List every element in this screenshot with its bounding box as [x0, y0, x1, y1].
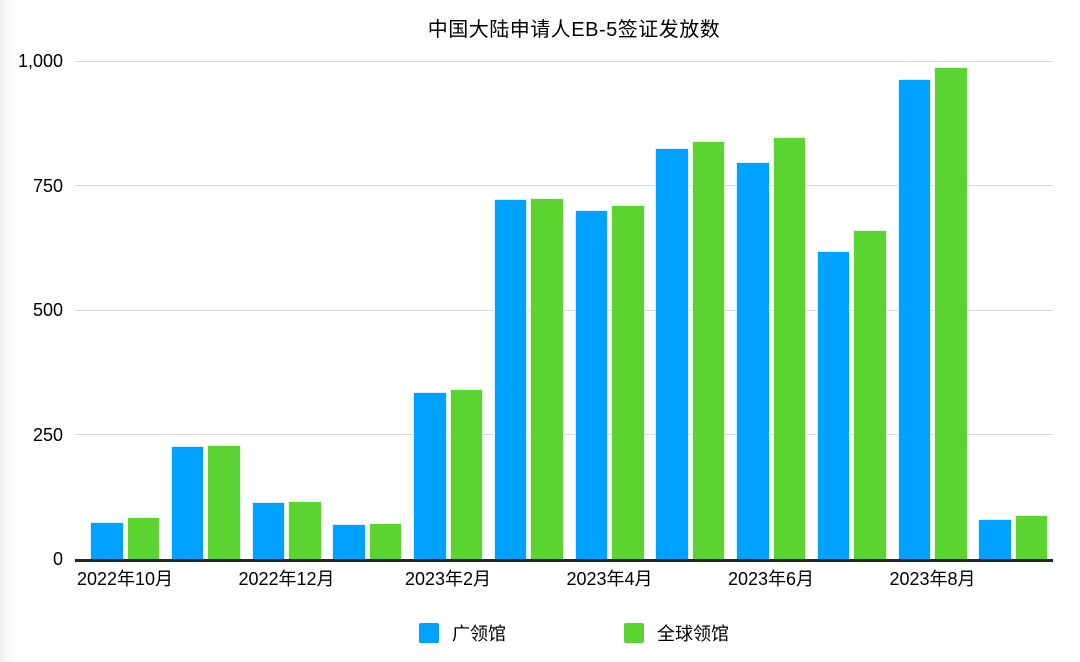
bar-series0-cat0	[90, 521, 124, 559]
bar-series0-cat5	[493, 199, 528, 559]
bar-series0-cat11	[978, 518, 1012, 559]
bar-series1-cat5	[530, 197, 564, 559]
y-tick-label-750: 750	[32, 175, 63, 196]
y-tick-label-0: 0	[52, 549, 63, 569]
gridline-1000	[75, 60, 1053, 62]
x-tick-label-8: 2023年6月	[727, 569, 815, 589]
bar-series1-cat1	[207, 445, 241, 559]
x-tick-label-4: 2023年2月	[404, 569, 492, 589]
bar-series0-cat1	[170, 446, 205, 559]
x-tick-label-0: 2022年10月	[76, 569, 174, 589]
plot-area	[75, 60, 1053, 562]
bar-series0-cat10	[897, 78, 931, 559]
bar-series1-cat6	[611, 204, 645, 559]
bar-series0-cat9	[816, 251, 851, 559]
gridline-250	[75, 434, 1053, 435]
legend-label: 全球领馆	[657, 624, 729, 644]
bar-series1-cat2	[288, 500, 322, 559]
bar-series1-cat4	[449, 389, 483, 559]
x-axis-line	[75, 559, 1053, 562]
legend-entry-1: 全球领馆	[624, 620, 729, 646]
y-tick-label-1000: 1,000	[17, 51, 63, 71]
legend-label: 广领馆	[452, 624, 506, 644]
bar-series1-cat8	[772, 136, 806, 559]
y-tick-label-500: 500	[32, 300, 63, 320]
bar-series0-cat8	[736, 161, 770, 559]
legend: 广领馆 全球领馆	[88, 620, 1060, 646]
bar-series1-cat7	[691, 140, 726, 559]
bar-series1-cat11	[1014, 514, 1049, 559]
gridline-750	[75, 185, 1053, 186]
bar-series1-cat10	[934, 66, 968, 559]
gridline-500	[75, 309, 1053, 311]
bar-series1-cat3	[368, 523, 403, 559]
bar-series0-cat6	[574, 209, 608, 559]
bar-series1-cat9	[853, 230, 887, 559]
chart-title: 中国大陆申请人EB-5签证发放数	[427, 19, 721, 41]
x-tick-label-6: 2023年4月	[566, 569, 653, 589]
x-tick-label-2: 2022年12月	[238, 569, 335, 589]
legend-entry-0: 广领馆	[419, 620, 506, 646]
bar-series0-cat2	[251, 501, 285, 559]
bar-series0-cat3	[332, 524, 366, 559]
x-tick-label-10: 2023年8月	[889, 569, 976, 589]
bar-series0-cat4	[413, 391, 447, 559]
y-tick-label-250: 250	[32, 424, 63, 445]
legend-swatch-icon	[624, 623, 644, 643]
bar-series1-cat0	[126, 517, 160, 559]
bar-series0-cat7	[655, 147, 689, 559]
legend-swatch-icon	[419, 623, 439, 643]
